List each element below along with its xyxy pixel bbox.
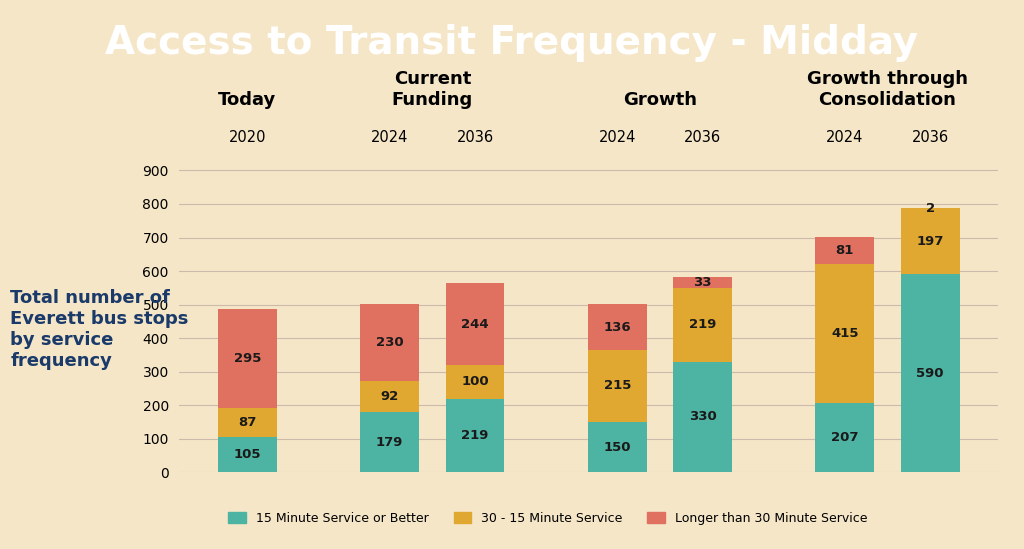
Text: 330: 330 bbox=[689, 410, 717, 423]
Text: 207: 207 bbox=[831, 431, 858, 444]
Bar bbox=[360, 412, 419, 472]
Bar bbox=[445, 365, 505, 399]
Text: 244: 244 bbox=[461, 318, 488, 331]
Bar bbox=[673, 277, 732, 288]
Text: 2036: 2036 bbox=[911, 130, 948, 145]
Text: Access to Transit Frequency - Midday: Access to Transit Frequency - Midday bbox=[105, 24, 919, 61]
Text: 295: 295 bbox=[233, 352, 261, 365]
Text: 230: 230 bbox=[376, 336, 403, 349]
Bar bbox=[360, 304, 419, 382]
Bar bbox=[360, 382, 419, 412]
Legend: 15 Minute Service or Better, 30 - 15 Minute Service, Longer than 30 Minute Servi: 15 Minute Service or Better, 30 - 15 Min… bbox=[223, 507, 872, 530]
Bar bbox=[588, 350, 646, 422]
Text: Total number of
Everett bus stops
by service
frequency: Total number of Everett bus stops by ser… bbox=[10, 289, 188, 369]
Text: 2: 2 bbox=[926, 201, 935, 215]
Bar bbox=[815, 264, 874, 403]
Text: Today: Today bbox=[218, 91, 276, 109]
Text: 33: 33 bbox=[693, 276, 712, 289]
Text: 219: 219 bbox=[462, 429, 488, 442]
Bar bbox=[901, 209, 959, 274]
Text: 81: 81 bbox=[836, 244, 854, 256]
Text: 87: 87 bbox=[239, 416, 257, 429]
Text: 2024: 2024 bbox=[371, 130, 409, 145]
Bar bbox=[218, 408, 276, 437]
Bar bbox=[673, 288, 732, 362]
Text: 179: 179 bbox=[376, 436, 403, 449]
Bar bbox=[445, 283, 505, 365]
Bar bbox=[815, 403, 874, 472]
Text: 150: 150 bbox=[603, 440, 631, 453]
Bar bbox=[218, 309, 276, 408]
Text: 590: 590 bbox=[916, 367, 944, 380]
Bar bbox=[673, 362, 732, 472]
Bar bbox=[588, 304, 646, 350]
Bar bbox=[815, 237, 874, 264]
Text: 197: 197 bbox=[916, 235, 944, 248]
Text: 2024: 2024 bbox=[599, 130, 636, 145]
Text: 415: 415 bbox=[831, 327, 858, 340]
Text: 92: 92 bbox=[381, 390, 398, 403]
Text: 2024: 2024 bbox=[826, 130, 863, 145]
Text: 219: 219 bbox=[689, 318, 716, 332]
Bar bbox=[218, 437, 276, 472]
Text: 105: 105 bbox=[233, 448, 261, 461]
Text: Growth through
Consolidation: Growth through Consolidation bbox=[807, 70, 968, 109]
Bar bbox=[445, 399, 505, 472]
Text: 2036: 2036 bbox=[684, 130, 721, 145]
Text: 2020: 2020 bbox=[228, 130, 266, 145]
Bar bbox=[901, 274, 959, 472]
Text: 136: 136 bbox=[603, 321, 631, 333]
Text: 215: 215 bbox=[603, 379, 631, 393]
Bar bbox=[588, 422, 646, 472]
Text: Growth: Growth bbox=[623, 91, 697, 109]
Text: 2036: 2036 bbox=[457, 130, 494, 145]
Text: Current
Funding: Current Funding bbox=[392, 70, 473, 109]
Bar bbox=[901, 208, 959, 209]
Text: 100: 100 bbox=[461, 376, 488, 389]
